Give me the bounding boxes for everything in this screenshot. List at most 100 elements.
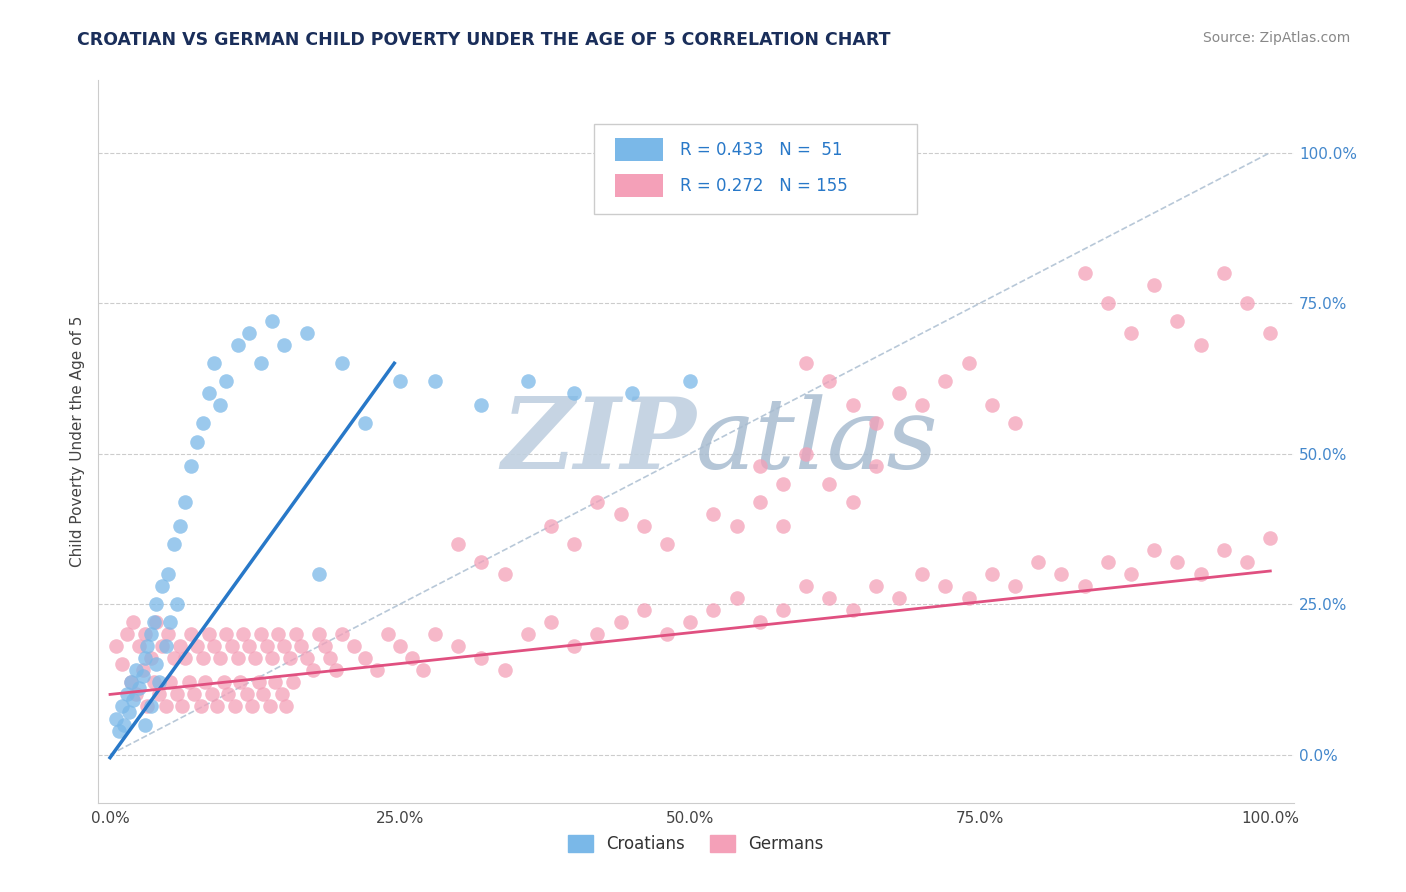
Point (865, 417, 887, 431)
Point (1258, 531, 1281, 545)
Point (204, 639, 226, 653)
Point (155, 639, 177, 653)
Point (772, 476, 794, 491)
Point (117, 627, 139, 641)
Point (201, 687, 224, 701)
Point (177, 675, 200, 690)
Point (263, 675, 285, 690)
Point (679, 615, 702, 630)
Point (401, 651, 423, 665)
Point (1212, 266, 1234, 280)
Point (470, 555, 492, 569)
Point (1073, 266, 1095, 280)
Point (180, 458, 202, 473)
Point (633, 603, 655, 617)
Point (818, 591, 841, 606)
Point (262, 651, 284, 665)
Point (136, 699, 159, 714)
Point (562, 386, 585, 401)
Point (586, 494, 609, 508)
Point (297, 651, 319, 665)
Point (250, 356, 273, 370)
Point (366, 664, 388, 678)
Point (655, 627, 678, 641)
Point (157, 567, 180, 582)
Text: atlas: atlas (696, 394, 939, 489)
Point (470, 398, 492, 412)
Point (540, 519, 562, 533)
Point (143, 675, 166, 690)
Point (111, 699, 134, 714)
Point (540, 615, 562, 630)
Legend: Croatians, Germans: Croatians, Germans (561, 828, 831, 860)
Point (343, 639, 366, 653)
Point (841, 603, 863, 617)
Point (516, 627, 538, 641)
Point (232, 627, 254, 641)
Point (145, 597, 167, 611)
Point (1097, 296, 1119, 310)
Point (818, 476, 841, 491)
Point (169, 639, 191, 653)
Point (243, 651, 266, 665)
Point (250, 627, 273, 641)
Point (104, 712, 127, 726)
Point (412, 664, 434, 678)
Point (354, 651, 377, 665)
Point (1189, 567, 1212, 582)
Point (1004, 579, 1026, 593)
Point (131, 664, 153, 678)
Point (276, 699, 298, 714)
Point (120, 675, 142, 690)
Point (655, 537, 678, 551)
Point (122, 693, 145, 707)
Point (1143, 542, 1166, 557)
Point (284, 627, 307, 641)
Point (314, 639, 336, 653)
Point (609, 507, 631, 521)
Point (308, 627, 330, 641)
Point (980, 567, 1002, 582)
Point (297, 326, 319, 341)
Point (205, 699, 228, 714)
Point (204, 356, 226, 370)
Point (128, 681, 150, 696)
Point (794, 446, 817, 460)
Point (887, 591, 910, 606)
Point (911, 567, 934, 582)
Point (1073, 579, 1095, 593)
Point (134, 717, 156, 731)
Point (389, 375, 412, 389)
Point (957, 356, 980, 370)
Point (273, 338, 295, 352)
Point (911, 398, 934, 412)
Point (194, 675, 217, 690)
Point (702, 507, 724, 521)
Point (186, 434, 208, 449)
Point (111, 657, 134, 672)
Bar (614, 174, 662, 197)
Point (586, 627, 609, 641)
Point (748, 458, 770, 473)
Point (145, 657, 167, 672)
Point (725, 519, 748, 533)
Point (236, 687, 259, 701)
Point (865, 458, 887, 473)
Point (150, 579, 173, 593)
Point (290, 639, 312, 653)
Point (238, 639, 260, 653)
Point (354, 417, 377, 431)
Point (494, 664, 516, 678)
Point (124, 687, 146, 701)
Point (166, 597, 188, 611)
Point (702, 603, 724, 617)
Point (159, 675, 181, 690)
Point (224, 699, 246, 714)
Point (191, 651, 214, 665)
Point (748, 615, 770, 630)
Point (1189, 338, 1212, 352)
Point (104, 639, 127, 653)
Point (217, 687, 239, 701)
Point (470, 651, 492, 665)
Point (215, 375, 238, 389)
